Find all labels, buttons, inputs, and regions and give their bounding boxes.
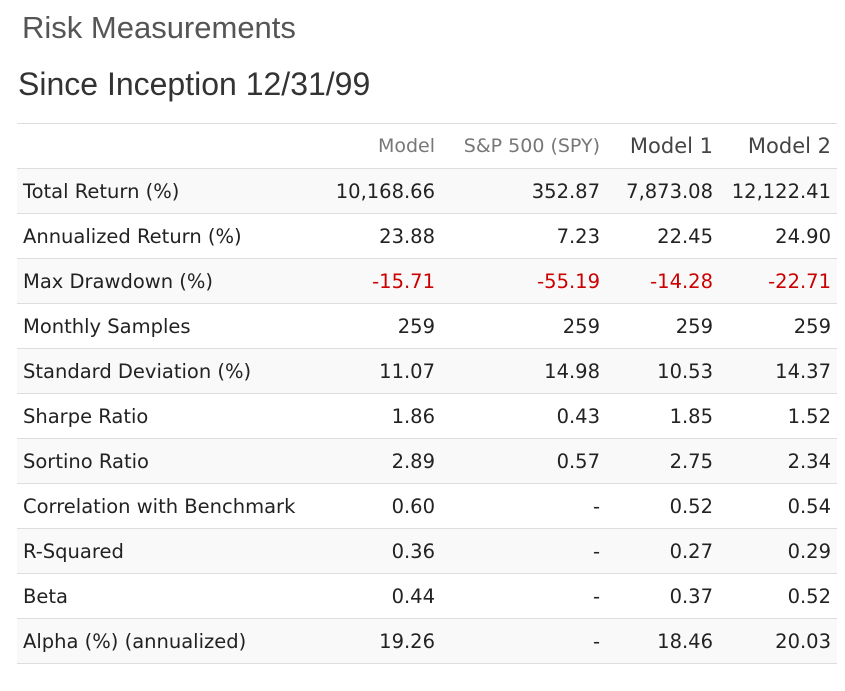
- row-label: Max Drawdown (%): [17, 258, 323, 304]
- cell-value: 24.90: [719, 213, 837, 259]
- cell-value: 1.86: [323, 393, 441, 439]
- table-row: Correlation with Benchmark 0.60-0.52 0.54: [17, 483, 837, 529]
- cell-value: 0.60: [323, 483, 441, 529]
- cell-value: 20.03: [719, 618, 837, 664]
- row-label: Monthly Samples: [17, 303, 323, 349]
- table-row: Sortino Ratio 2.89 0.57 2.75 2.34: [17, 438, 837, 484]
- table-row: Alpha (%) (annualized) 19.26-18.46 20.03: [17, 618, 837, 664]
- cell-value: 18.46: [606, 618, 719, 664]
- header-sp500: S&P 500 (SPY): [441, 123, 606, 169]
- cell-value: 10.53: [606, 348, 719, 394]
- cell-value: -: [441, 618, 606, 664]
- row-label: R-Squared: [17, 528, 323, 574]
- table-row: Annualized Return (%) 23.88 7.23 22.45 24.90: [17, 213, 837, 259]
- row-label: Alpha (%) (annualized): [17, 618, 323, 664]
- header-model: Model: [323, 123, 441, 169]
- cell-value: -22.71: [719, 258, 837, 304]
- row-label: Beta: [17, 573, 323, 619]
- cell-value: 14.98: [441, 348, 606, 394]
- cell-value: -: [441, 483, 606, 529]
- cell-value: 352.87: [441, 168, 606, 214]
- cell-value: 0.43: [441, 393, 606, 439]
- table-header-row: Model S&P 500 (SPY) Model 1 Model 2: [17, 123, 837, 169]
- cell-value: 0.44: [323, 573, 441, 619]
- header-model-2: Model 2: [719, 123, 837, 169]
- cell-value: 22.45: [606, 213, 719, 259]
- section-title: Since Inception 12/31/99: [18, 66, 371, 102]
- cell-value: 2.89: [323, 438, 441, 484]
- cell-value: 0.52: [719, 573, 837, 619]
- cell-value: 259: [441, 303, 606, 349]
- cell-value: -15.71: [323, 258, 441, 304]
- row-label: Annualized Return (%): [17, 213, 323, 259]
- table-body: Total Return (%) 10,168.66 352.87 7,873.08 1…: [17, 168, 837, 664]
- cell-value: 1.85: [606, 393, 719, 439]
- cell-value: 10,168.66: [323, 168, 441, 214]
- row-label: Sharpe Ratio: [17, 393, 323, 439]
- risk-measurements-table: Model S&P 500 (SPY) Model 1 Model 2 Tota…: [17, 123, 837, 664]
- cell-value: 11.07: [323, 348, 441, 394]
- cell-value: 23.88: [323, 213, 441, 259]
- table-row: Beta 0.44-0.37 0.52: [17, 573, 837, 619]
- cell-value: 7.23: [441, 213, 606, 259]
- cell-value: 7,873.08: [606, 168, 719, 214]
- table-row: Sharpe Ratio 1.86 0.43 1.85 1.52: [17, 393, 837, 439]
- table-row: R-Squared 0.36-0.27 0.29: [17, 528, 837, 574]
- cell-value: 12,122.41: [719, 168, 837, 214]
- table-row: Total Return (%) 10,168.66 352.87 7,873.08 1…: [17, 168, 837, 214]
- table-row: Monthly Samples 259 259 259 259: [17, 303, 837, 349]
- cell-value: 0.54: [719, 483, 837, 529]
- row-label: Standard Deviation (%): [17, 348, 323, 394]
- cell-value: 14.37: [719, 348, 837, 394]
- cell-value: 259: [606, 303, 719, 349]
- cell-value: 19.26: [323, 618, 441, 664]
- cell-value: 0.29: [719, 528, 837, 574]
- cell-value: -: [441, 573, 606, 619]
- cell-value: 0.27: [606, 528, 719, 574]
- cell-value: 2.34: [719, 438, 837, 484]
- table-row: Max Drawdown (%) -15.71 -55.19 -14.28 -22.71: [17, 258, 837, 304]
- cell-value: 0.37: [606, 573, 719, 619]
- cell-value: 1.52: [719, 393, 837, 439]
- row-label: Correlation with Benchmark: [17, 483, 323, 529]
- header-label-column: [17, 123, 323, 169]
- page-title: Risk Measurements: [22, 10, 296, 45]
- cell-value: 259: [719, 303, 837, 349]
- cell-value: 0.57: [441, 438, 606, 484]
- row-label: Total Return (%): [17, 168, 323, 214]
- cell-value: -: [441, 528, 606, 574]
- table-row: Standard Deviation (%) 11.07 14.98 10.53 14.…: [17, 348, 837, 394]
- cell-value: -55.19: [441, 258, 606, 304]
- header-model-1: Model 1: [606, 123, 719, 169]
- cell-value: -14.28: [606, 258, 719, 304]
- cell-value: 0.52: [606, 483, 719, 529]
- cell-value: 2.75: [606, 438, 719, 484]
- row-label: Sortino Ratio: [17, 438, 323, 484]
- cell-value: 259: [323, 303, 441, 349]
- cell-value: 0.36: [323, 528, 441, 574]
